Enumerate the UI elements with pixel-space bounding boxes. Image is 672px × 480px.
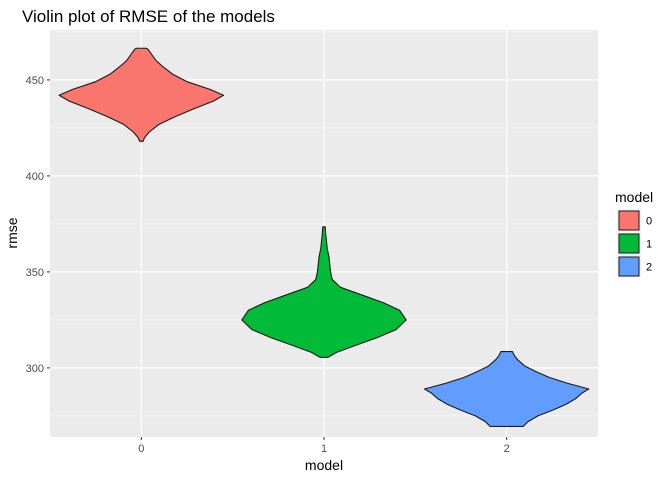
violin-model-0 [58,47,225,142]
legend-label-1: 1 [646,239,652,251]
chart-title: Violin plot of RMSE of the models [22,7,275,26]
y-tick-label: 300 [26,363,44,375]
legend-label-2: 2 [646,262,652,274]
x-axis-title: model [305,457,343,473]
legend: model 0 1 2 [615,189,653,278]
violin-model-2 [423,351,590,427]
x-axis: 0 1 2 [138,437,510,455]
x-tick-label: 1 [321,443,327,455]
legend-swatch-2 [618,256,640,277]
y-axis-title: rmse [4,217,20,248]
violin-model-1 [241,226,407,358]
x-tick-label: 0 [138,443,144,455]
legend-title: model [615,189,653,205]
legend-swatch-0 [618,210,640,231]
x-tick-label: 2 [504,443,510,455]
y-tick-label: 350 [26,267,44,279]
y-tick-label: 400 [26,171,44,183]
legend-swatch-1 [618,233,640,254]
legend-label-0: 0 [646,216,652,228]
y-axis: 300 350 400 450 [26,75,50,375]
y-tick-label: 450 [26,75,44,87]
violins [58,47,590,427]
